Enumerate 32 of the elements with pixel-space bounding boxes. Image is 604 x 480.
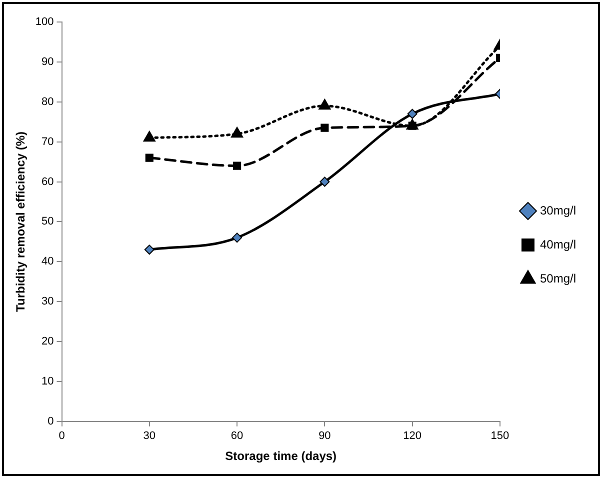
- point: [145, 154, 154, 162]
- x-axis-title: Storage time (days): [225, 449, 337, 464]
- y-tick-label: 40: [42, 256, 54, 268]
- y-tick-label: 80: [42, 96, 54, 108]
- x-tick-label: 60: [230, 430, 244, 442]
- point: [144, 244, 154, 255]
- point: [320, 176, 330, 187]
- x-tick-label: 90: [318, 430, 331, 442]
- y-tick-label: 0: [48, 415, 54, 428]
- x-tick-label: 120: [403, 430, 422, 442]
- point: [233, 162, 242, 170]
- y-axis-title: Turbidity removal efficiency (%): [14, 131, 28, 312]
- y-tick-label: 50: [42, 216, 54, 228]
- legend-label: 40mg/l: [540, 237, 576, 252]
- y-tick-label: 20: [42, 336, 54, 348]
- point: [230, 126, 244, 138]
- y-tick-label: 90: [42, 56, 54, 68]
- point: [407, 108, 418, 119]
- x-tick-label: 0: [58, 430, 65, 442]
- x-tick-label: 150: [490, 430, 510, 442]
- point: [143, 130, 156, 142]
- x-tick-label: 30: [143, 430, 156, 442]
- y-tick-label: 10: [42, 375, 54, 388]
- legend-label: 50mg/l: [540, 271, 576, 286]
- y-tick-label: 70: [42, 136, 54, 148]
- point: [232, 232, 242, 243]
- y-tick-label: 100: [35, 16, 54, 28]
- legend-label: 30mg/l: [540, 203, 576, 218]
- y-tick-label: 30: [42, 296, 54, 308]
- point: [320, 124, 329, 132]
- y-tick-label: 60: [42, 176, 54, 188]
- point: [318, 98, 331, 110]
